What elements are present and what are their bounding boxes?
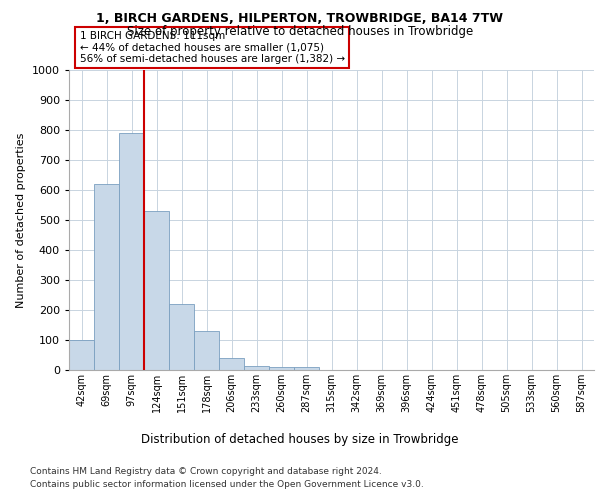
Bar <box>294 367 319 370</box>
Bar <box>69 340 94 370</box>
Bar <box>219 358 244 370</box>
Text: 1, BIRCH GARDENS, HILPERTON, TROWBRIDGE, BA14 7TW: 1, BIRCH GARDENS, HILPERTON, TROWBRIDGE,… <box>97 12 503 26</box>
Bar <box>194 331 219 370</box>
Bar <box>144 211 169 370</box>
Text: Contains HM Land Registry data © Crown copyright and database right 2024.: Contains HM Land Registry data © Crown c… <box>30 468 382 476</box>
Bar <box>244 366 269 370</box>
Bar <box>269 367 294 370</box>
Bar <box>94 184 119 370</box>
Y-axis label: Number of detached properties: Number of detached properties <box>16 132 26 308</box>
Bar <box>119 133 144 370</box>
Text: Contains public sector information licensed under the Open Government Licence v3: Contains public sector information licen… <box>30 480 424 489</box>
Bar <box>169 304 194 370</box>
Text: Distribution of detached houses by size in Trowbridge: Distribution of detached houses by size … <box>141 432 459 446</box>
Text: Size of property relative to detached houses in Trowbridge: Size of property relative to detached ho… <box>127 25 473 38</box>
Text: 1 BIRCH GARDENS: 111sqm
← 44% of detached houses are smaller (1,075)
56% of semi: 1 BIRCH GARDENS: 111sqm ← 44% of detache… <box>79 31 344 64</box>
